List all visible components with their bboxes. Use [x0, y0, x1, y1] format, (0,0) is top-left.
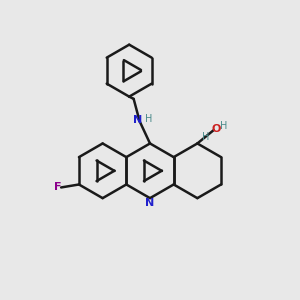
Text: H: H — [146, 114, 153, 124]
Text: N: N — [134, 115, 143, 125]
Text: H: H — [202, 132, 209, 142]
Text: H: H — [220, 121, 227, 131]
Text: F: F — [53, 182, 61, 193]
Text: N: N — [146, 199, 154, 208]
Text: O: O — [212, 124, 221, 134]
